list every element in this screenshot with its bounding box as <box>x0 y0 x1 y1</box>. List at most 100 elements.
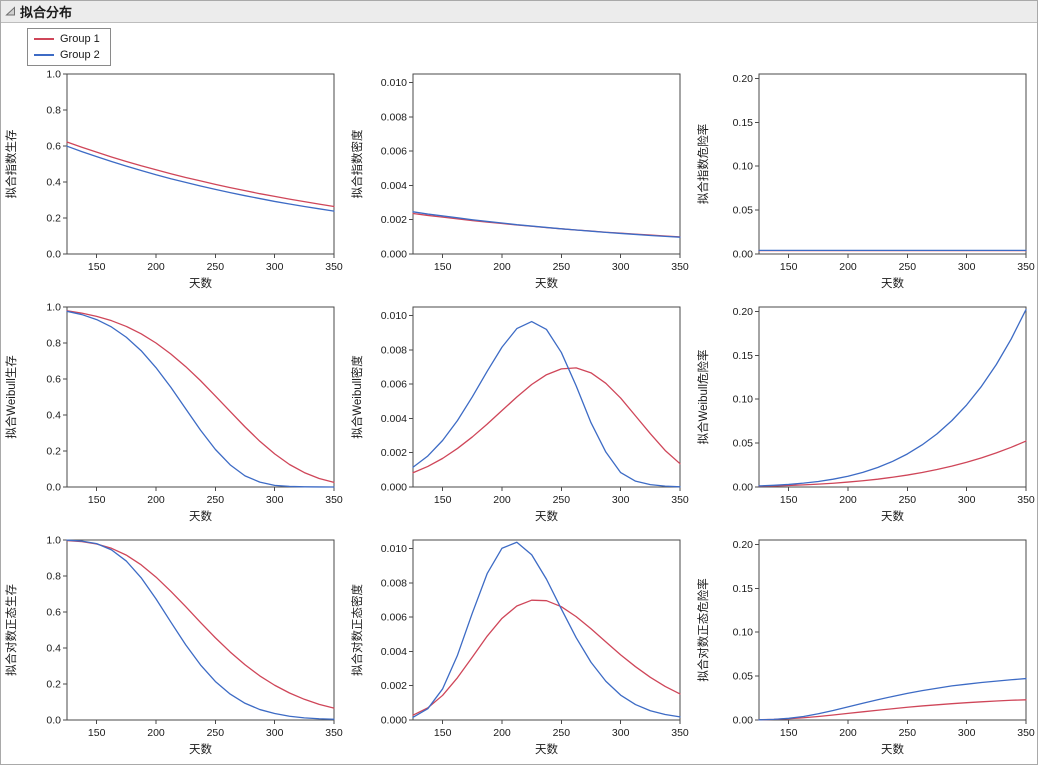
svg-text:0.004: 0.004 <box>381 413 407 425</box>
svg-text:300: 300 <box>958 494 976 506</box>
svg-text:0.05: 0.05 <box>733 205 754 217</box>
svg-text:350: 350 <box>1017 494 1035 506</box>
outline-header[interactable]: 拟合分布 <box>1 1 1037 23</box>
svg-text:0.4: 0.4 <box>46 177 61 189</box>
chart-fitted-lognormal-survival: 150 200 250 300 350 0.0 0.2 0.4 0.6 0.8 1.0 天数 拟合对数正… <box>1 534 347 764</box>
report-title: 拟合分布 <box>20 5 73 20</box>
chart-fitted-weibull-survival: 150 200 250 300 350 0.0 0.2 0.4 0.6 0.8 1.0 天数 拟合Wei… <box>1 301 347 534</box>
svg-text:0.0: 0.0 <box>46 482 61 494</box>
svg-text:150: 150 <box>88 727 106 739</box>
svg-text:200: 200 <box>839 494 857 506</box>
svg-text:天数: 天数 <box>881 742 904 756</box>
svg-text:300: 300 <box>612 494 630 506</box>
legend-line-swatch <box>34 38 54 40</box>
svg-text:300: 300 <box>958 727 976 739</box>
svg-text:0.6: 0.6 <box>46 141 61 153</box>
svg-text:0.10: 0.10 <box>733 161 754 173</box>
svg-text:0.2: 0.2 <box>46 679 61 691</box>
series-line-group-1[interactable] <box>412 367 681 474</box>
svg-text:天数: 天数 <box>535 276 558 290</box>
svg-text:300: 300 <box>266 261 284 273</box>
svg-text:0.000: 0.000 <box>381 715 407 727</box>
svg-text:250: 250 <box>207 261 225 273</box>
svg-text:0.006: 0.006 <box>381 612 407 624</box>
svg-text:0.0: 0.0 <box>46 249 61 261</box>
series-line-group-1[interactable] <box>66 310 335 483</box>
svg-text:200: 200 <box>147 727 165 739</box>
series-line-group-1[interactable] <box>66 141 335 208</box>
svg-text:0.15: 0.15 <box>733 350 754 362</box>
svg-text:0.000: 0.000 <box>381 249 407 261</box>
series-line-group-2[interactable] <box>66 145 335 212</box>
svg-text:250: 250 <box>553 727 571 739</box>
svg-text:1.0: 1.0 <box>46 302 61 314</box>
chart-fitted-weibull-density: 150 200 250 300 350 0.000 0.002 0.004 0.006 0.008… <box>347 301 693 534</box>
series-line-group-1[interactable] <box>758 440 1027 487</box>
svg-text:150: 150 <box>434 261 452 273</box>
svg-text:拟合指数生存: 拟合指数生存 <box>4 130 18 199</box>
svg-text:0.006: 0.006 <box>381 379 407 391</box>
svg-text:拟合指数密度: 拟合指数密度 <box>350 129 364 198</box>
svg-text:0.8: 0.8 <box>46 105 61 117</box>
series-line-group-2[interactable] <box>66 310 335 488</box>
svg-text:150: 150 <box>780 494 798 506</box>
svg-text:150: 150 <box>88 261 106 273</box>
svg-text:350: 350 <box>325 727 343 739</box>
svg-text:拟合指数危险率: 拟合指数危险率 <box>696 124 710 205</box>
svg-text:350: 350 <box>671 261 689 273</box>
svg-text:天数: 天数 <box>535 742 558 756</box>
svg-text:300: 300 <box>958 261 976 273</box>
chart-fitted-exponential-density: 150 200 250 300 350 0.000 0.002 0.004 0.006 0.008… <box>347 68 693 301</box>
svg-text:250: 250 <box>207 494 225 506</box>
svg-text:0.004: 0.004 <box>381 646 407 658</box>
svg-text:150: 150 <box>88 494 106 506</box>
svg-text:200: 200 <box>839 261 857 273</box>
svg-text:0.010: 0.010 <box>381 310 407 322</box>
svg-text:天数: 天数 <box>535 509 558 523</box>
series-line-group-2[interactable] <box>758 308 1027 487</box>
svg-text:0.002: 0.002 <box>381 214 407 226</box>
svg-text:150: 150 <box>780 261 798 273</box>
svg-text:0.006: 0.006 <box>381 146 407 158</box>
series-line-group-2[interactable] <box>412 541 681 718</box>
svg-text:200: 200 <box>493 494 511 506</box>
disclosure-triangle-icon[interactable] <box>5 6 16 17</box>
charts-grid: 150 200 250 300 350 0.0 0.2 0.4 0.6 0.8 1.0 天数 拟合指数生… <box>1 68 1037 764</box>
svg-text:0.008: 0.008 <box>381 577 407 589</box>
svg-text:拟合对数正态危险率: 拟合对数正态危险率 <box>696 578 710 682</box>
series-line-group-1[interactable] <box>758 699 1027 721</box>
series-line-group-2[interactable] <box>758 677 1027 721</box>
series-line-group-2[interactable] <box>412 320 681 488</box>
svg-text:250: 250 <box>899 727 917 739</box>
series-line-group-2[interactable] <box>66 539 335 720</box>
svg-text:250: 250 <box>553 261 571 273</box>
legend-item[interactable]: Group 2 <box>34 47 100 63</box>
svg-text:0.008: 0.008 <box>381 111 407 123</box>
legend-line-swatch <box>34 54 54 56</box>
chart-fitted-lognormal-density: 150 200 250 300 350 0.000 0.002 0.004 0.006 0.008… <box>347 534 693 764</box>
chart-fitted-lognormal-hazard: 150 200 250 300 350 0.00 0.05 0.10 0.15 0.20 天数 拟合对… <box>693 534 1037 764</box>
svg-text:150: 150 <box>434 494 452 506</box>
svg-text:200: 200 <box>147 261 165 273</box>
series-line-group-1[interactable] <box>412 599 681 716</box>
svg-text:0.15: 0.15 <box>733 117 754 129</box>
svg-text:0.2: 0.2 <box>46 446 61 458</box>
chart-fitted-exponential-survival: 150 200 250 300 350 0.0 0.2 0.4 0.6 0.8 1.0 天数 拟合指数生… <box>1 68 347 301</box>
svg-text:200: 200 <box>493 261 511 273</box>
svg-text:200: 200 <box>839 727 857 739</box>
legend-item[interactable]: Group 1 <box>34 31 100 47</box>
svg-text:天数: 天数 <box>189 276 212 290</box>
svg-text:0.10: 0.10 <box>733 394 754 406</box>
svg-text:1.0: 1.0 <box>46 535 61 547</box>
svg-text:250: 250 <box>207 727 225 739</box>
svg-text:300: 300 <box>612 261 630 273</box>
series-line-group-2[interactable] <box>412 211 681 238</box>
svg-text:300: 300 <box>266 727 284 739</box>
svg-text:0.4: 0.4 <box>46 643 61 655</box>
chart-fitted-exponential-hazard: 150 200 250 300 350 0.00 0.05 0.10 0.15 0.20 天数 拟合指… <box>693 68 1037 301</box>
svg-text:拟合对数正态密度: 拟合对数正态密度 <box>350 584 364 676</box>
svg-text:300: 300 <box>266 494 284 506</box>
svg-text:0.20: 0.20 <box>733 73 754 85</box>
series-line-group-1[interactable] <box>66 539 335 709</box>
